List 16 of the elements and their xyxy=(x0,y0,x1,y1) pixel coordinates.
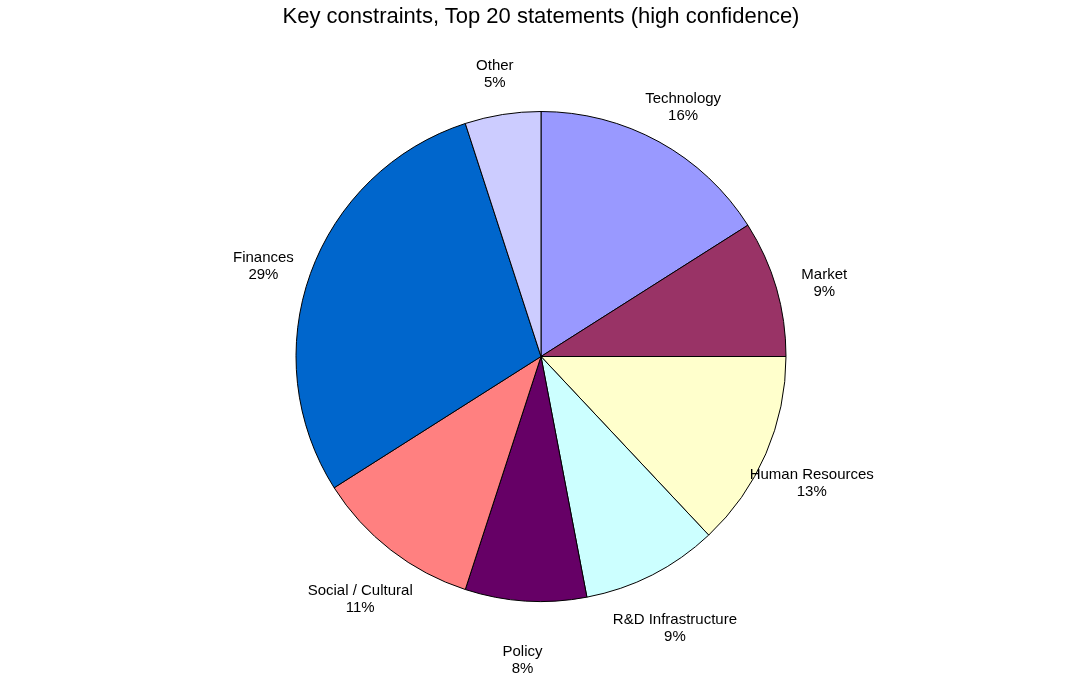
data-label: 9% xyxy=(813,282,836,300)
data-label: 11% xyxy=(345,597,375,615)
data-label: 5% xyxy=(484,73,506,91)
data-label: 8% xyxy=(511,658,534,676)
chart-title: Key constraints, Top 20 statements (high confidence) xyxy=(282,3,800,28)
data-label: 13% xyxy=(796,481,827,499)
slice-label: Market xyxy=(801,265,849,283)
slice-label: Finances xyxy=(233,247,294,265)
slice-label: Technology xyxy=(645,88,722,106)
slice-label: Policy xyxy=(502,641,543,659)
data-label: 9% xyxy=(664,627,686,645)
data-label: 29% xyxy=(248,264,279,282)
slice-label: Other xyxy=(476,56,514,74)
data-label: 16% xyxy=(668,105,699,123)
slice-label: R&D Infrastructure xyxy=(612,610,738,628)
slice-label: Social / Cultural xyxy=(307,580,413,598)
